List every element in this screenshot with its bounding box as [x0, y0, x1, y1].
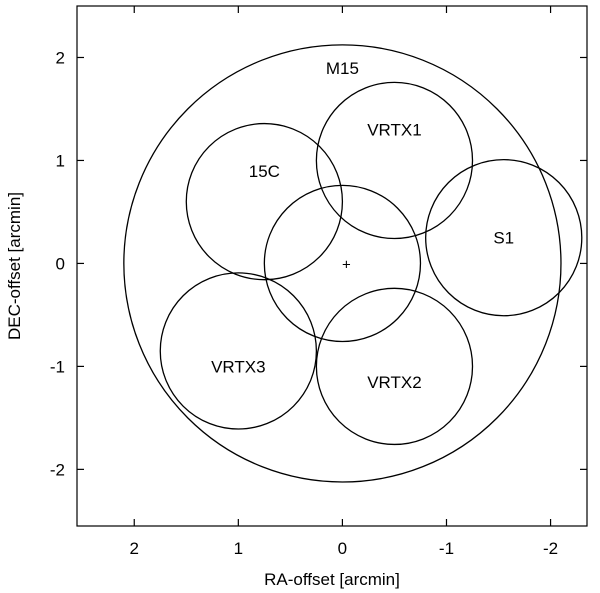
- labels-layer: M15 VRTX1 15C S1 VRTX2 VRTX3: [211, 59, 514, 392]
- circle-15c: [185, 122, 344, 281]
- y-axis-label: DEC-offset [arcmin]: [5, 192, 24, 340]
- circle-vrtx3: [159, 272, 318, 430]
- marker-layer: +: [342, 256, 351, 273]
- circle-label-vrtx1: VRTX1: [367, 121, 422, 140]
- circles-layer: [123, 44, 583, 483]
- ticks-layer: 2 1 0 -1 -2 2 1 0 -1 -2: [50, 6, 587, 558]
- x-axis-label: RA-offset [arcmin]: [264, 570, 400, 589]
- circle-label-vrtx3: VRTX3: [211, 357, 266, 376]
- x-tick-label: 1: [234, 539, 243, 558]
- circle-label-s1: S1: [493, 229, 514, 248]
- circle-label-m15: M15: [326, 59, 359, 78]
- plot-frame: [76, 5, 588, 527]
- x-tick-label: 0: [338, 539, 347, 558]
- y-tick-label: 2: [56, 48, 65, 67]
- y-tick-label: -1: [50, 357, 65, 376]
- x-tick-label: -2: [543, 539, 558, 558]
- circle-label-vrtx2: VRTX2: [367, 373, 422, 392]
- circle-center: [263, 184, 422, 343]
- circle-m15: [123, 44, 562, 483]
- circle-vrtx1: [315, 81, 474, 240]
- y-tick-label: 0: [56, 254, 65, 273]
- circle-vrtx2: [315, 287, 474, 446]
- x-tick-label: 2: [130, 539, 139, 558]
- circle-label-15c: 15C: [249, 162, 280, 181]
- center-marker: +: [342, 256, 351, 273]
- x-tick-label: -1: [439, 539, 454, 558]
- y-tick-label: -2: [50, 460, 65, 479]
- y-tick-label: 1: [56, 151, 65, 170]
- circle-s1: [425, 158, 583, 317]
